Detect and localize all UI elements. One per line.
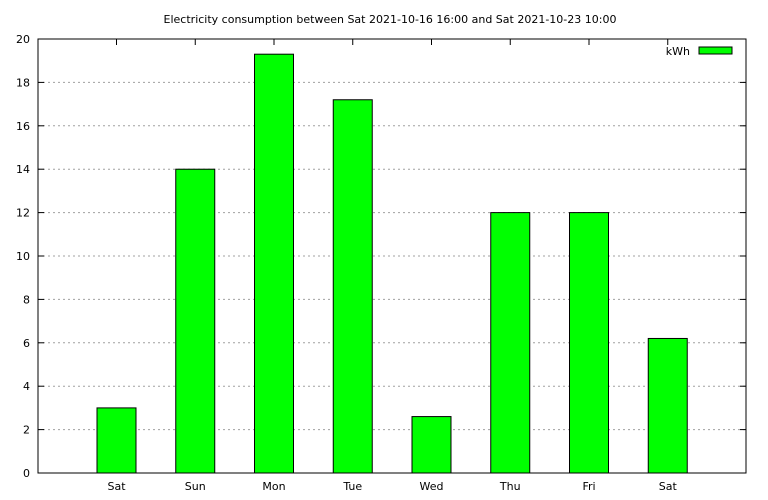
x-tick-label: Sat <box>659 480 678 493</box>
y-tick-label: 18 <box>16 76 30 89</box>
y-tick-label: 0 <box>23 467 30 480</box>
y-tick-label: 16 <box>16 120 30 133</box>
y-tick-label: 12 <box>16 207 30 220</box>
plot-frame <box>37 38 747 474</box>
y-axis-ticks: 0 2 4 6 8 10 12 14 16 18 20 <box>16 33 746 480</box>
y-tick-label: 8 <box>23 293 30 306</box>
y-tick-label: 10 <box>16 250 30 263</box>
bar-tue-3 <box>332 99 373 474</box>
x-tick-label: Mon <box>262 480 285 493</box>
y-tick-label: 4 <box>23 380 30 393</box>
bar-sat-7 <box>647 337 688 474</box>
x-axis-ticks: Sat Sun Mon Tue Wed Thu Fri Sat <box>107 39 677 493</box>
y-tick-label: 2 <box>23 424 30 437</box>
x-tick-label: Fri <box>582 480 595 493</box>
bar-sun-1 <box>175 168 216 474</box>
x-tick-label: Wed <box>420 480 444 493</box>
legend-label: kWh <box>666 45 690 58</box>
x-tick-label: Thu <box>499 480 521 493</box>
y-tick-label: 20 <box>16 33 30 46</box>
grid-lines <box>38 81 746 431</box>
x-tick-label: Sun <box>185 480 206 493</box>
chart-title: Electricity consumption between Sat 2021… <box>164 13 617 26</box>
legend: kWh <box>666 45 733 58</box>
x-tick-label: Tue <box>342 480 362 493</box>
bar-thu-5 <box>490 212 531 474</box>
bar-sat-0 <box>96 407 137 474</box>
bars <box>96 53 688 474</box>
bar-wed-4 <box>411 416 452 474</box>
y-tick-label: 14 <box>16 163 30 176</box>
x-tick-label: Sat <box>107 480 126 493</box>
y-tick-label: 6 <box>23 337 30 350</box>
bar-mon-2 <box>254 53 294 474</box>
legend-swatch <box>698 46 733 55</box>
bar-fri-6 <box>569 212 609 474</box>
